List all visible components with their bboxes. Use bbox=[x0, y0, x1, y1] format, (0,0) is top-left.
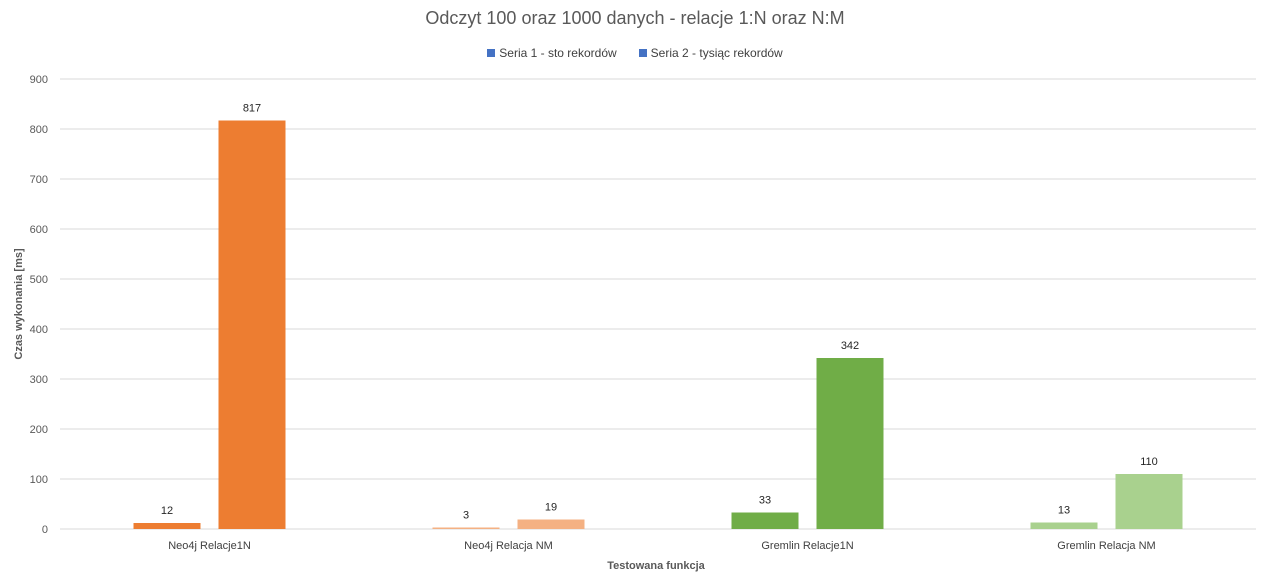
y-tick-label: 300 bbox=[30, 374, 48, 386]
y-tick-label: 100 bbox=[30, 474, 48, 486]
chart-title: Odczyt 100 oraz 1000 danych - relacje 1:… bbox=[425, 8, 845, 28]
y-axis-title: Czas wykonania [ms] bbox=[13, 248, 25, 360]
data-label: 110 bbox=[1140, 456, 1158, 468]
y-tick-label: 800 bbox=[30, 124, 48, 136]
data-label: 3 bbox=[463, 510, 469, 522]
data-label: 19 bbox=[545, 502, 557, 514]
y-tick-label: 0 bbox=[42, 524, 48, 536]
y-tick-label: 400 bbox=[30, 324, 48, 336]
data-label: 817 bbox=[243, 103, 261, 115]
x-category-label: Gremlin Relacje1N bbox=[761, 540, 853, 552]
y-tick-label: 700 bbox=[30, 174, 48, 186]
x-category-label: Neo4j Relacja NM bbox=[464, 540, 553, 552]
y-tick-label: 900 bbox=[30, 74, 48, 86]
legend-item-series-1: Seria 1 - sto rekordów bbox=[487, 46, 617, 60]
bar-series-2 bbox=[1115, 474, 1183, 529]
y-tick-label: 600 bbox=[30, 224, 48, 236]
x-axis-title: Testowana funkcja bbox=[607, 560, 705, 572]
data-label: 342 bbox=[841, 340, 859, 352]
data-label: 13 bbox=[1058, 505, 1070, 517]
bar-series-1 bbox=[133, 523, 201, 529]
bar-series-2 bbox=[816, 358, 884, 529]
y-tick-label: 200 bbox=[30, 424, 48, 436]
bar-series-2 bbox=[218, 120, 286, 529]
legend-item-series-2: Seria 2 - tysiąc rekordów bbox=[638, 46, 783, 60]
legend-label-series-2: Seria 2 - tysiąc rekordów bbox=[650, 46, 783, 60]
legend-swatch-series-2 bbox=[638, 49, 647, 57]
bar-series-1 bbox=[1030, 522, 1098, 529]
chart-legend: Seria 1 - sto rekordów Seria 2 - tysiąc … bbox=[0, 46, 1270, 60]
y-tick-label: 500 bbox=[30, 274, 48, 286]
data-label: 33 bbox=[759, 495, 771, 507]
bar-series-1 bbox=[731, 512, 799, 529]
data-label: 12 bbox=[161, 505, 173, 517]
legend-swatch-series-1 bbox=[487, 49, 496, 57]
x-category-label: Neo4j Relacje1N bbox=[168, 540, 251, 552]
x-category-label: Gremlin Relacja NM bbox=[1057, 540, 1155, 552]
bar-series-2 bbox=[517, 519, 585, 529]
legend-label-series-1: Seria 1 - sto rekordów bbox=[499, 46, 617, 60]
bar-series-1 bbox=[432, 527, 500, 529]
